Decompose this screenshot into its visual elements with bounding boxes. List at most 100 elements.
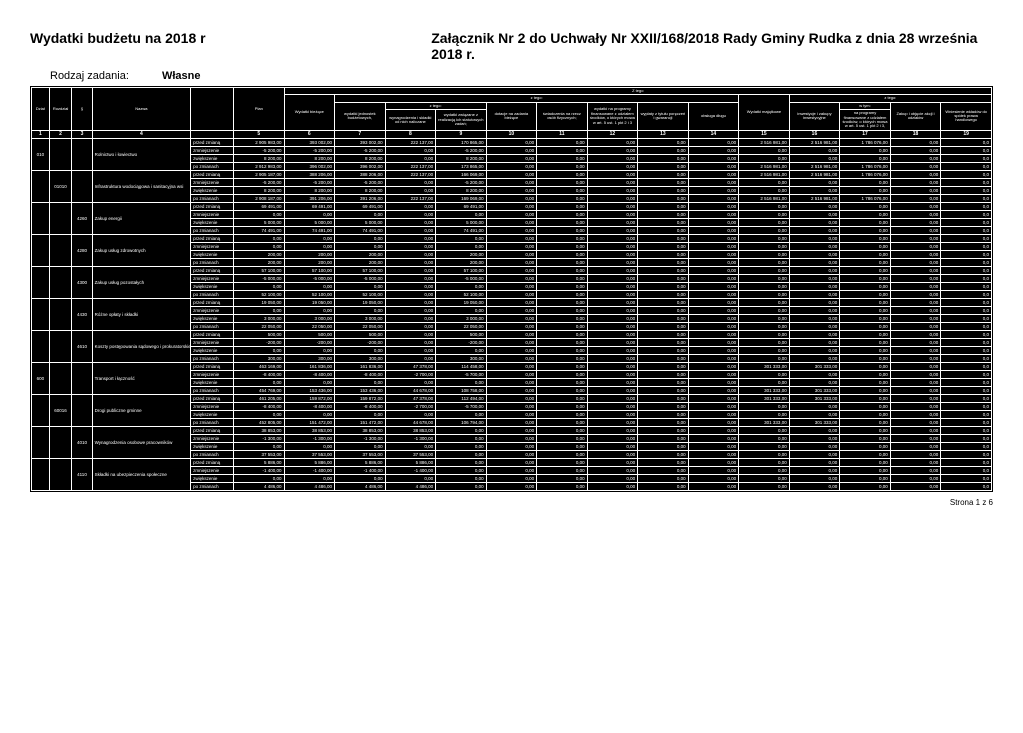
- value-cell: 0,0: [941, 299, 992, 307]
- value-cell: 0,00: [739, 187, 790, 195]
- value-cell: 0,00: [789, 291, 840, 299]
- col-wydatki-programy: wydatki na programy finansowane z udział…: [587, 102, 638, 130]
- value-cell: 0,00: [385, 339, 436, 347]
- value-cell: 0,00: [739, 451, 790, 459]
- value-cell: 74 491,00: [284, 227, 335, 235]
- cell: [32, 171, 50, 203]
- value-cell: 0,00: [587, 195, 638, 203]
- value-cell: 0,00: [486, 203, 537, 211]
- value-cell: 69 491,00: [234, 203, 285, 211]
- row-type: zmniejszenie: [191, 307, 234, 315]
- value-cell: 0,00: [739, 291, 790, 299]
- value-cell: 0,00: [638, 147, 689, 155]
- value-cell: 0,00: [436, 451, 487, 459]
- value-cell: 0,00: [840, 483, 891, 491]
- cell: [49, 331, 72, 363]
- row-type: przed zmianą: [191, 427, 234, 435]
- colnum: 11: [537, 130, 588, 139]
- value-cell: 0,00: [789, 411, 840, 419]
- cell: Różne opłaty i składki: [92, 299, 191, 331]
- value-cell: 0,00: [587, 355, 638, 363]
- cell: 4280: [72, 235, 92, 267]
- value-cell: 0,00: [486, 299, 537, 307]
- value-cell: 0,00: [537, 219, 588, 227]
- value-cell: 0,00: [688, 299, 739, 307]
- value-cell: 0,00: [587, 235, 638, 243]
- value-cell: 2 905 187,00: [234, 171, 285, 179]
- value-cell: 0,00: [840, 299, 891, 307]
- value-cell: 0,0: [941, 147, 992, 155]
- value-cell: 0,00: [638, 299, 689, 307]
- value-cell: 0,00: [890, 323, 941, 331]
- value-cell: 0,00: [587, 347, 638, 355]
- value-cell: 0,00: [587, 307, 638, 315]
- value-cell: 200,00: [284, 259, 335, 267]
- value-cell: 0,0: [941, 283, 992, 291]
- value-cell: 222 137,00: [385, 195, 436, 203]
- value-cell: 391 206,00: [284, 195, 335, 203]
- value-cell: 200,00: [436, 259, 487, 267]
- value-cell: 0,00: [890, 427, 941, 435]
- value-cell: 106 794,00: [436, 419, 487, 427]
- value-cell: 5 000,00: [284, 219, 335, 227]
- value-cell: 0,00: [688, 315, 739, 323]
- value-cell: 0,00: [486, 443, 537, 451]
- cell: [32, 395, 50, 427]
- value-cell: 0,00: [789, 339, 840, 347]
- value-cell: 0,00: [739, 203, 790, 211]
- col-rozdzial: Rozdział: [49, 88, 72, 131]
- value-cell: 0,00: [638, 155, 689, 163]
- value-cell: 153 436,00: [284, 387, 335, 395]
- value-cell: 0,00: [436, 435, 487, 443]
- row-type: zmniejszenie: [191, 211, 234, 219]
- value-cell: 0,00: [486, 211, 537, 219]
- value-cell: 44 678,00: [385, 419, 436, 427]
- value-cell: 0,00: [739, 435, 790, 443]
- row-type: po zmianach: [191, 419, 234, 427]
- row-type: po zmianach: [191, 291, 234, 299]
- value-cell: 396 002,00: [284, 163, 335, 171]
- value-cell: 0,00: [688, 355, 739, 363]
- value-cell: 301 333,00: [789, 363, 840, 371]
- value-cell: 0,0: [941, 251, 992, 259]
- value-cell: 4 486,00: [234, 483, 285, 491]
- value-cell: 301 333,00: [789, 395, 840, 403]
- row-type: przed zmianą: [191, 235, 234, 243]
- row-type: zwiększenie: [191, 251, 234, 259]
- row-type: zwiększenie: [191, 219, 234, 227]
- value-cell: 37 553,00: [335, 451, 386, 459]
- value-cell: 2 516 981,00: [739, 171, 790, 179]
- value-cell: 0,00: [436, 475, 487, 483]
- row-type: zwiększenie: [191, 187, 234, 195]
- value-cell: 0,00: [890, 371, 941, 379]
- value-cell: 0,00: [537, 387, 588, 395]
- value-cell: 0,00: [537, 451, 588, 459]
- value-cell: -5 700,00: [436, 403, 487, 411]
- value-cell: 0,00: [537, 443, 588, 451]
- value-cell: 0,00: [840, 403, 891, 411]
- value-cell: 0,00: [638, 235, 689, 243]
- value-cell: 0,00: [587, 219, 638, 227]
- value-cell: 0,00: [739, 427, 790, 435]
- value-cell: 0,00: [486, 379, 537, 387]
- value-cell: 301 333,00: [739, 363, 790, 371]
- row-type: po zmianach: [191, 323, 234, 331]
- value-cell: 0,00: [688, 243, 739, 251]
- value-cell: 0,0: [941, 411, 992, 419]
- colnum: 3: [72, 130, 92, 139]
- cell: 010: [32, 139, 50, 171]
- value-cell: 0,00: [436, 283, 487, 291]
- value-cell: 0,00: [587, 323, 638, 331]
- value-cell: 0,00: [587, 339, 638, 347]
- value-cell: 0,00: [890, 339, 941, 347]
- value-cell: 4 486,00: [284, 483, 335, 491]
- cell: Zakup usług pozostałych: [92, 267, 191, 299]
- value-cell: 0,00: [840, 243, 891, 251]
- value-cell: 0,00: [486, 163, 537, 171]
- value-cell: 0,00: [840, 251, 891, 259]
- value-cell: 0,0: [941, 387, 992, 395]
- value-cell: 0,00: [385, 291, 436, 299]
- value-cell: 0,00: [789, 267, 840, 275]
- value-cell: 500,00: [335, 331, 386, 339]
- value-cell: 0,00: [789, 323, 840, 331]
